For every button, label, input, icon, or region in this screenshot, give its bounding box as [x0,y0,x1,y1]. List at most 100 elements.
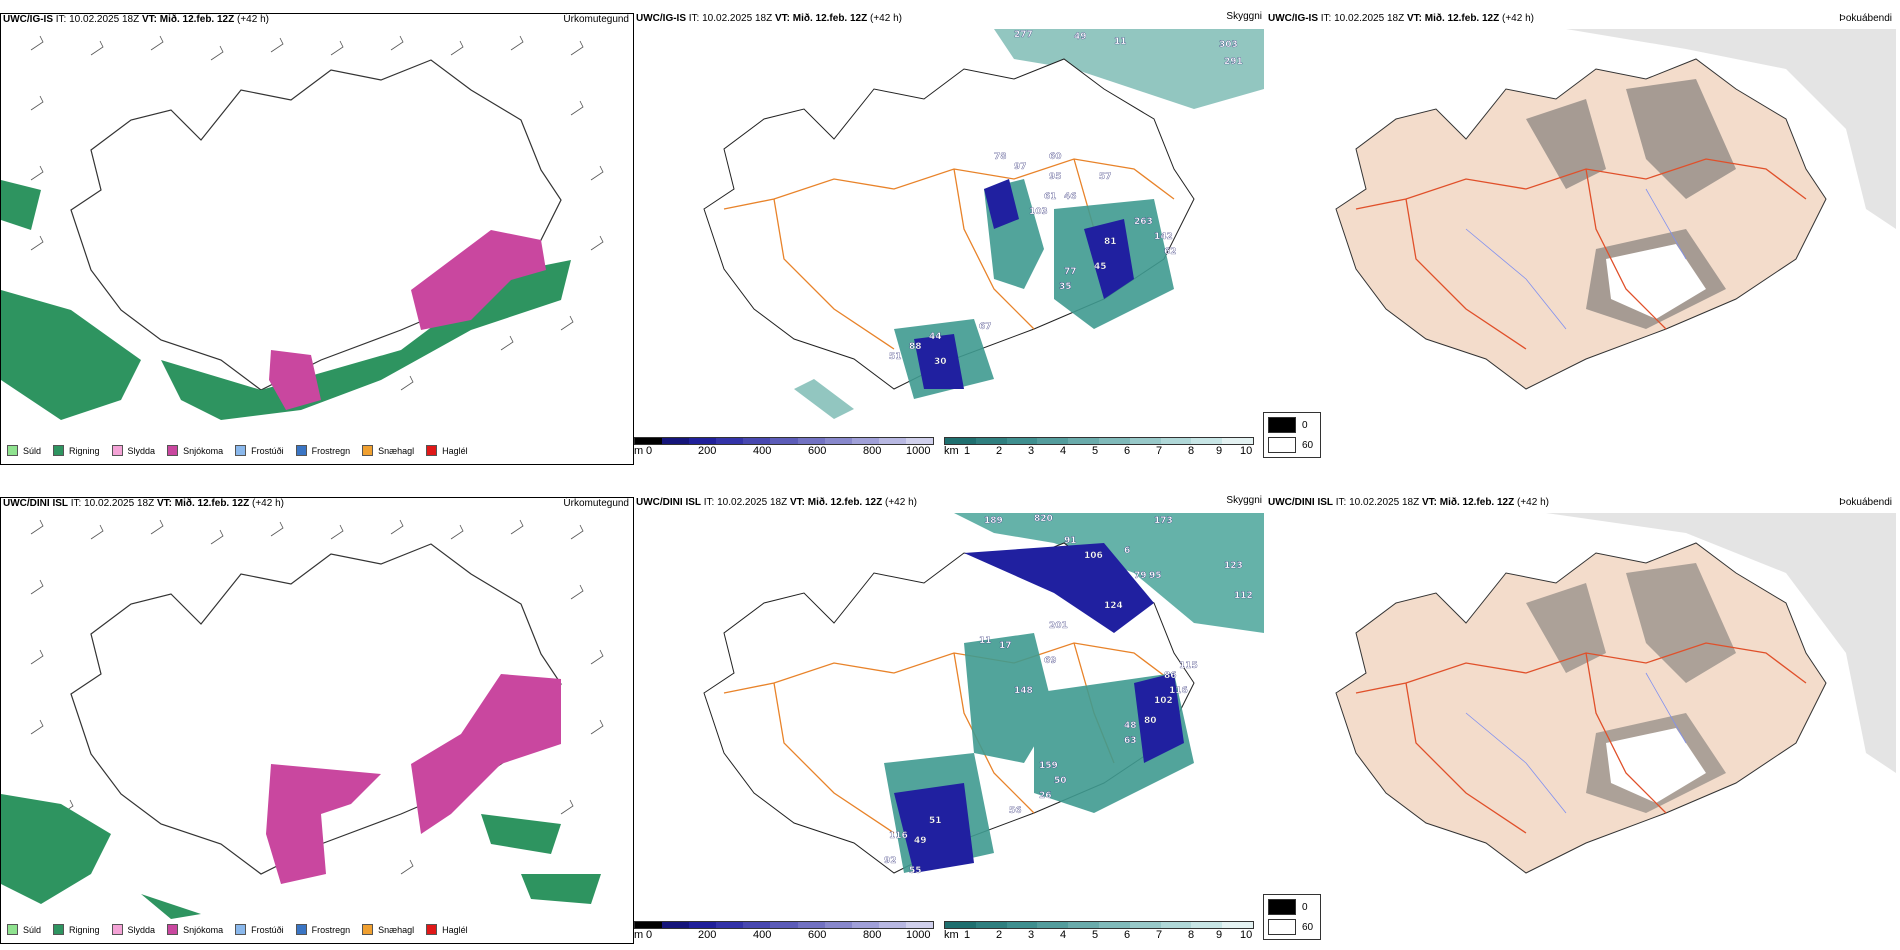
visibility-value: 67 [979,322,992,332]
legend-label: Súld [23,924,42,935]
cloud-legend-label: 60 [1302,439,1314,451]
it-label: IT: [703,497,715,508]
cbar-tick: 8 [1188,445,1195,457]
legend-label: Slydda [127,445,156,456]
visibility-value: 189 [984,516,1003,526]
cbar-tick: 6 [1124,445,1131,457]
low-vis-blue [914,179,1134,389]
rivers [1465,188,1687,330]
visibility-value: 80 [1144,716,1157,726]
it-value: 10.02.2025 18Z [1334,13,1405,24]
visibility-panel-top: UWC/IG-IS IT: 10.02.2025 18Z VT: Mið. 12… [634,11,1264,463]
precip-panel-top: UWC/IG-IS IT: 10.02.2025 18Z VT: Mið. 12… [0,13,634,465]
model-name: UWC/DINI ISL [636,497,701,508]
cbar-tick: 5 [1092,929,1099,941]
fog-colorbar-top: 0 60 [1263,412,1321,458]
legend-swatch [167,445,179,456]
colorbar-cell [1129,438,1161,444]
colorbar-cell [975,922,1007,928]
colorbar-cell [743,922,771,928]
visibility-value: 6 [1124,546,1130,556]
visibility-value: 124 [1104,601,1123,611]
colorbar-cell [635,922,663,928]
colorbar-ticks: m 0 200 400 600 800 1000 [634,445,934,457]
model-name: UWC/IG-IS [3,14,53,25]
legend-item: Frostúði [235,445,284,456]
cbar-tick: 400 [753,929,772,941]
colorbar-cell [797,438,825,444]
legend-swatch [362,445,374,456]
visibility-value: 51 [929,816,942,826]
legend-item: Slydda [111,924,155,935]
legend-item: Haglél [426,924,468,935]
visibility-value: 86 [1164,671,1177,681]
fog-label: Þokuábendi [1839,497,1892,508]
legend-item: Haglél [426,445,468,456]
roads [723,642,1175,834]
panel-title: UWC/DINI ISL IT: 10.02.2025 18Z VT: Mið.… [636,497,917,508]
legend-item: Rigning [53,924,100,935]
visibility-value: 97 [1014,162,1027,172]
colorbar-cell [1006,438,1038,444]
legend-item: Rigning [53,445,100,456]
legend-swatch [235,445,247,456]
visibility-value: 820 [1034,514,1053,524]
rivers [1465,672,1687,814]
colorbar-cell [905,922,934,928]
visibility-values: 189 820 173 91 106 6 123 79 95 112 124 201 11 17 69 115… [884,514,1253,876]
visibility-value: 103 [1029,207,1048,217]
colorbar-cell [1098,438,1130,444]
vt-value: Mið. 12.feb. 12Z [1439,497,1515,508]
precip-legend: Súld Rigning Slydda Snjókoma Frostúði Fr… [7,445,480,456]
precip-label: Úrkomutegund [563,498,629,509]
visibility-values: 277 49 11 303 291 78 97 60 95 61 103 57 46 263 81 142 62… [889,30,1243,367]
cbar-unit: m [634,929,644,941]
visibility-value: 116 [889,831,908,841]
visibility-value: 303 [1219,40,1238,50]
visibility-value: 78 [994,152,1007,162]
legend-swatch [53,445,65,456]
colorbar-cell [851,438,879,444]
legend-label: Frostúði [251,924,284,935]
cloud-swatch [1268,417,1296,433]
row-top: UWC/IG-IS IT: 10.02.2025 18Z VT: Mið. 12… [0,0,1900,470]
visibility-value: 81 [1104,237,1117,247]
colorbar-cell [662,922,690,928]
lead-time: (+42 h) [237,14,269,25]
legend-item: Súld [7,924,41,935]
visibility-value: 148 [1014,686,1033,696]
colorbar-cell [662,438,690,444]
panel-title: UWC/IG-IS IT: 10.02.2025 18Z VT: Mið. 12… [1268,13,1534,24]
colorbar-cell [1222,438,1253,444]
visibility-value: 51 [889,352,902,362]
colorbar-cell [689,438,717,444]
visibility-value: 77 [1064,267,1077,277]
wind-barbs [30,35,604,391]
cloud-legend-item: 60 [1268,919,1316,935]
visibility-label: Skyggni [1226,11,1262,22]
visibility-value: 17 [999,641,1012,651]
fog-roads [1355,642,1807,834]
colorbar-cell [1160,438,1192,444]
it-value: 10.02.2025 18Z [84,498,155,509]
cloud-legend-item: 0 [1268,417,1316,433]
cbar-tick: 5 [1092,445,1099,457]
legend-swatch [7,924,18,935]
visibility-value: 277 [1014,30,1033,40]
legend-label: Rigning [69,924,100,935]
vt-value: Mið. 12.feb. 12Z [159,14,235,25]
fog-label: Þokuábendi [1839,13,1892,24]
panel-title: UWC/IG-IS IT: 10.02.2025 18Z VT: Mið. 12… [3,14,269,25]
visibility-value: 291 [1224,57,1243,67]
legend-swatch [53,924,65,935]
colorbar-cell [905,438,934,444]
cloud-legend-label: 60 [1302,921,1314,933]
legend-item: Frostúði [235,924,284,935]
legend-swatch [295,445,307,456]
visibility-value: 115 [1179,661,1198,671]
visibility-value: 46 [1064,192,1077,202]
cbar-tick: 1000 [906,445,931,457]
it-label: IT: [688,13,700,24]
legend-label: Frostúði [251,445,284,456]
visibility-value: 35 [1059,282,1072,292]
